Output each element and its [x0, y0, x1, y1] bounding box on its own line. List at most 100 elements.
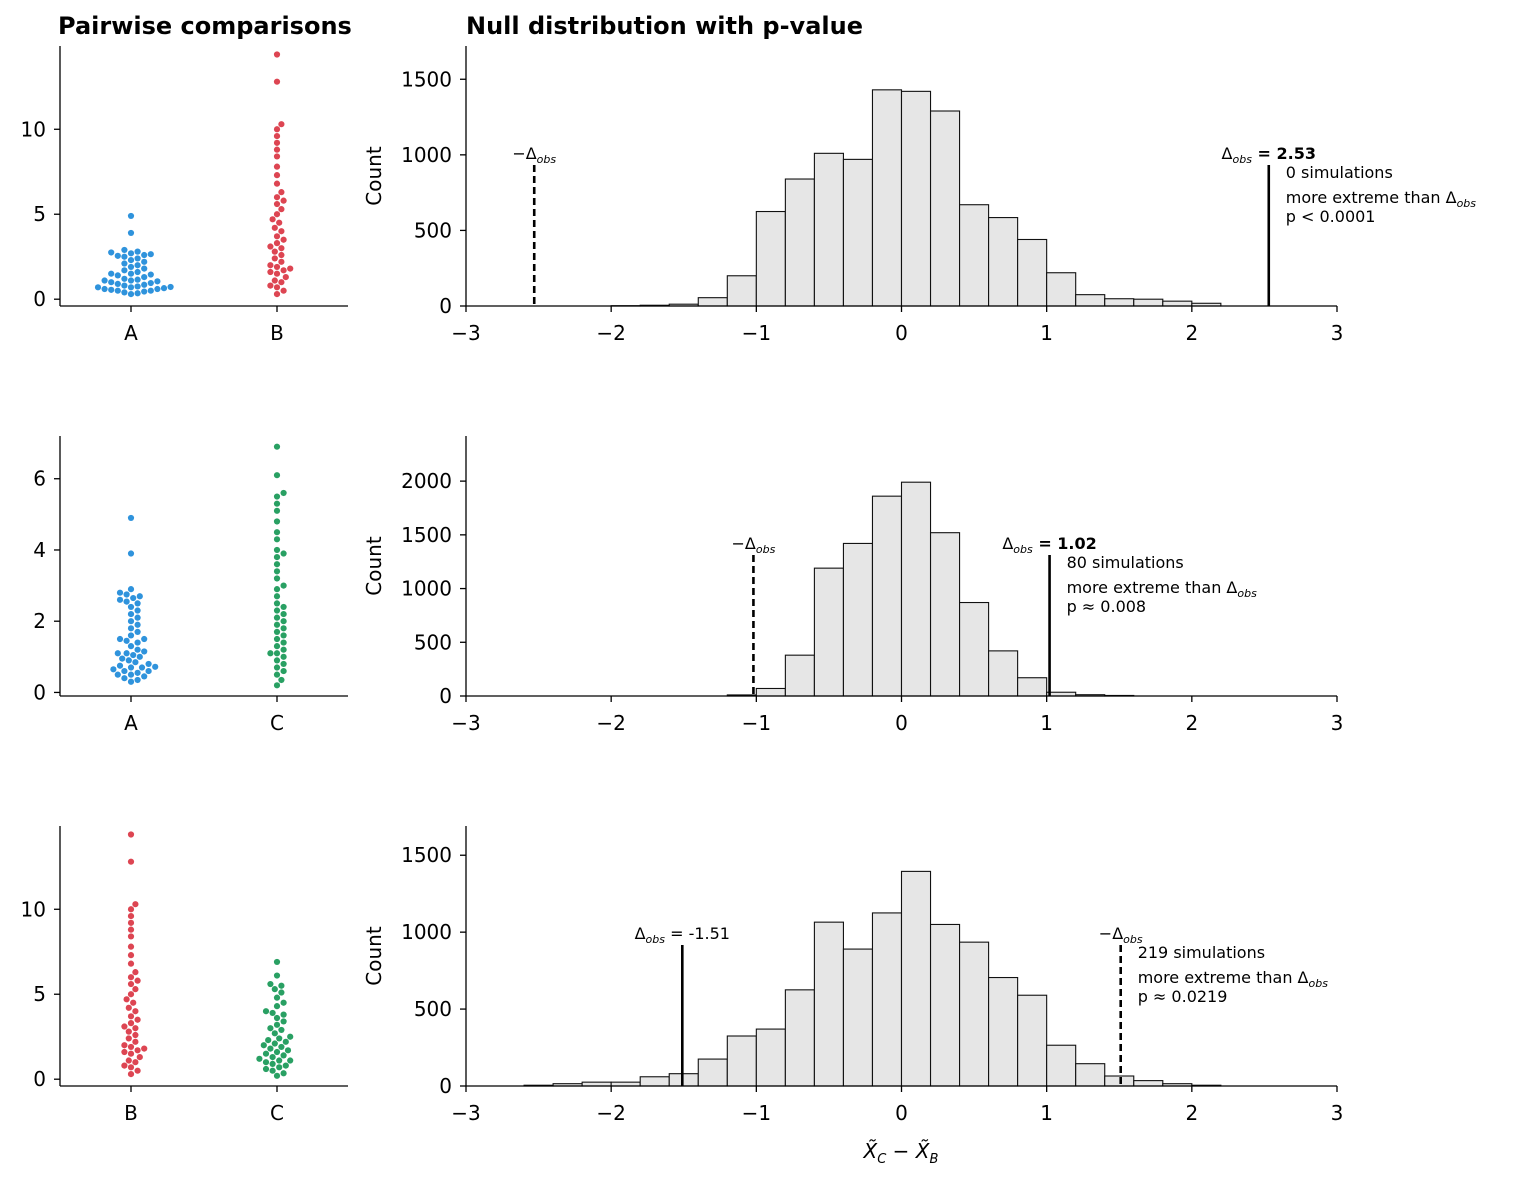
x-tick-label: −3	[451, 321, 480, 345]
swarm-point-c	[273, 536, 281, 543]
swarm-point-c	[280, 550, 287, 557]
swarm-point-c	[273, 575, 281, 582]
swarm-point-c	[273, 664, 281, 671]
swarm-point-a	[134, 669, 141, 676]
swarm-point-a	[134, 628, 141, 635]
swarm-point-a	[132, 659, 139, 666]
histogram-bar	[900, 870, 932, 1087]
summary-count: 80 simulations	[1067, 553, 1184, 572]
swarm-point-a	[141, 288, 148, 295]
swarm-point-a	[121, 289, 128, 296]
swarm-point-a	[134, 283, 141, 290]
swarm-point-a	[125, 657, 132, 664]
swarm-point-b	[273, 132, 281, 140]
swarm-point-a	[114, 280, 121, 288]
swarm-point-c	[280, 646, 287, 653]
y-tick-label: 1500	[401, 67, 452, 91]
swarm-point-c	[280, 618, 287, 625]
swarm-point-a	[127, 257, 135, 264]
swarm-point-b	[276, 219, 283, 226]
swarm-point-a	[147, 271, 154, 278]
swarm-point-c	[273, 650, 281, 657]
swarm-point-a	[108, 249, 115, 256]
swarm-point-b	[125, 1057, 132, 1064]
swarm-point-c	[278, 989, 285, 996]
swarm-point-c	[273, 682, 281, 689]
swarm-point-c	[280, 610, 287, 618]
swarm-point-a	[121, 267, 128, 274]
swarm-point-c	[269, 1009, 276, 1017]
histogram-bar	[784, 654, 815, 697]
swarm-point-b	[134, 977, 141, 984]
swarm-point-a	[123, 637, 130, 644]
swarm-point-a	[138, 664, 146, 671]
x-tick-label-a: A	[124, 321, 138, 345]
swarm-point-c	[262, 1059, 270, 1066]
swarm-point-b	[127, 1013, 135, 1020]
histogram-bar	[959, 941, 990, 1087]
swarm-point-c	[278, 1043, 285, 1051]
swarm-point-c	[267, 1045, 274, 1052]
x-tick-label: −1	[742, 711, 771, 735]
swarm-point-c	[273, 994, 281, 1001]
swarm-point-b	[273, 200, 281, 208]
swarm-point-b	[127, 926, 135, 933]
swarm-point-b	[127, 831, 135, 838]
x-tick-label-b: B	[124, 1101, 138, 1125]
swarm-point-c	[276, 1035, 283, 1042]
swarm-point-b	[271, 248, 278, 255]
swarm-point-c	[280, 660, 287, 668]
y-axis-label: Count	[362, 146, 386, 206]
histogram-bar	[959, 601, 990, 697]
y-tick-label: 5	[33, 982, 46, 1006]
swarm-point-c	[262, 1050, 270, 1057]
histogram-bar	[1017, 994, 1048, 1087]
swarm-point-a	[119, 655, 126, 662]
swarm-point-c	[280, 1011, 287, 1018]
swarm-point-c	[271, 1040, 278, 1047]
swarm-point-b	[267, 282, 274, 289]
swarm-point-b	[134, 1067, 141, 1074]
swarm-point-b	[132, 901, 139, 908]
y-tick-label: 4	[33, 538, 46, 562]
swarm-point-b	[127, 974, 135, 981]
histogram-bar	[784, 178, 815, 307]
swarm-point-a	[134, 276, 141, 283]
swarm-point-b	[127, 952, 135, 959]
swarm-point-c	[273, 607, 281, 614]
swarm-point-b	[127, 1071, 135, 1078]
swarm-point-b	[278, 258, 285, 265]
swarm-point-a	[116, 635, 124, 643]
swarm-point-b	[121, 1023, 128, 1030]
swarm-point-b	[273, 126, 281, 133]
swarm-point-c	[282, 1062, 289, 1069]
swarm-point-b	[127, 858, 135, 865]
histogram-bar	[871, 89, 903, 307]
swarm-point-b	[273, 291, 281, 298]
swarm-point-a	[136, 593, 143, 600]
swarm-point-b	[127, 919, 135, 926]
swarm-point-a	[114, 287, 121, 294]
x-tick-label: 1	[1040, 321, 1053, 345]
y-tick-label: 1500	[401, 843, 452, 867]
x-tick-label: 1	[1040, 1101, 1053, 1125]
swarm-point-c	[276, 1057, 283, 1064]
swarm-point-a	[114, 671, 121, 678]
swarm-point-a	[134, 268, 141, 276]
swarm-point-a	[116, 589, 124, 596]
swarm-point-a	[116, 662, 124, 669]
swarm-point-c	[273, 546, 281, 554]
swarm-point-a	[127, 664, 135, 671]
swarm-point-b	[125, 1028, 132, 1035]
x-tick-label: 3	[1331, 1101, 1344, 1125]
swarm-point-b	[278, 189, 285, 196]
histogram-bar	[726, 275, 757, 307]
swarm-point-b	[130, 999, 137, 1006]
histogram-bar	[1104, 1075, 1135, 1087]
histogram-bar	[871, 912, 903, 1087]
swarm-point-a	[127, 643, 135, 650]
swarm-point-a	[141, 648, 148, 655]
swarm-point-b	[121, 1048, 128, 1056]
swarm-point-b	[132, 969, 139, 976]
swarm-point-c	[273, 553, 281, 561]
